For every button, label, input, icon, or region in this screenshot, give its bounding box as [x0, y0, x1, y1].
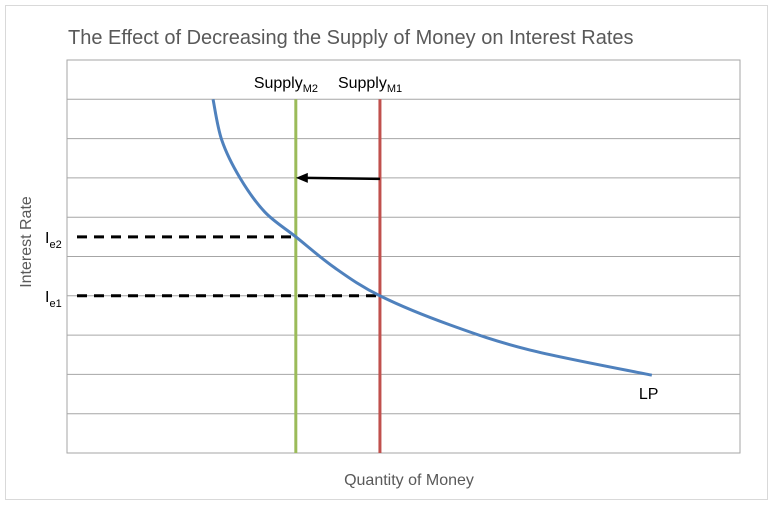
equilibrium-label-sub: e1	[49, 298, 61, 310]
chart-title: The Effect of Decreasing the Supply of M…	[68, 27, 634, 49]
equilibrium-label: Ie1	[45, 289, 62, 310]
lp-label: LP	[639, 386, 659, 403]
arrow-head-icon	[295, 172, 308, 183]
supply-label-sub: M1	[387, 83, 402, 95]
supply-label-sub: M2	[303, 83, 318, 95]
equilibrium-label-main: I	[45, 230, 49, 247]
chart-border	[5, 5, 768, 500]
equilibrium-label-main: I	[45, 289, 49, 306]
supply-label-m1: SupplyM1	[338, 75, 402, 95]
supply-label-m2: SupplyM2	[254, 75, 318, 95]
plot-area	[66, 59, 741, 454]
supply-label-main: Supply	[338, 75, 387, 92]
equilibrium-label: Ie2	[45, 230, 62, 251]
lp-curve	[211, 98, 653, 377]
x-axis-label: Quantity of Money	[344, 472, 474, 489]
y-axis-label: Interest Rate	[18, 196, 35, 288]
equilibrium-label-sub: e2	[49, 239, 61, 251]
shift-arrow-line	[305, 176, 380, 181]
gridlines	[67, 98, 740, 415]
supply-label-main: Supply	[254, 75, 303, 92]
